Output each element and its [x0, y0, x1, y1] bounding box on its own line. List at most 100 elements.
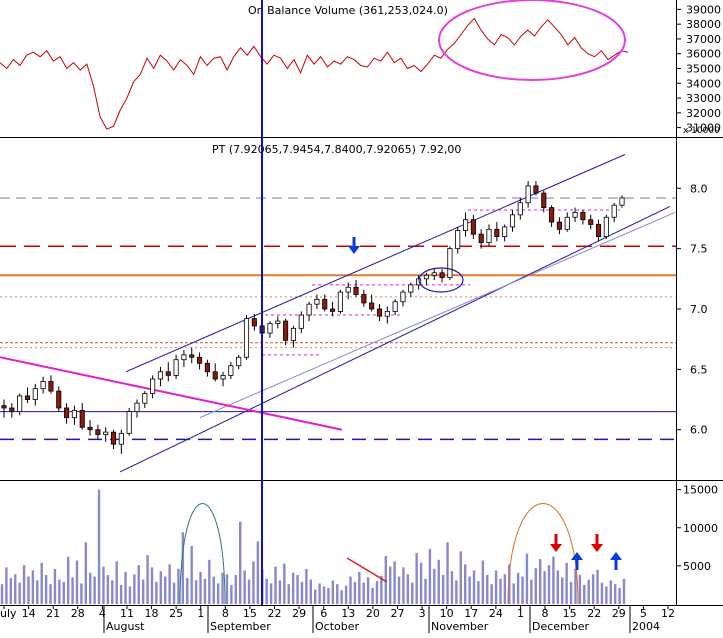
breakout-ellipse: [418, 267, 464, 293]
candle: [611, 204, 617, 218]
volume-bar: [208, 559, 211, 604]
candle: [322, 298, 328, 310]
x-tick-label: 29: [292, 607, 306, 620]
x-tick-label: 20: [366, 607, 380, 620]
candle: [502, 226, 508, 237]
candle: [251, 318, 257, 327]
volume-bar: [291, 572, 295, 604]
candle: [439, 272, 445, 279]
volume-bar: [574, 568, 577, 604]
x-month-label: September: [210, 620, 271, 633]
obv-tick-label: 39000: [686, 3, 721, 16]
obv-title: On Balance Volume (361,253,024.0): [248, 4, 448, 17]
x-tick-label: 1: [517, 607, 524, 620]
volume-bar: [155, 581, 158, 604]
x-tick-label: 12: [661, 607, 675, 620]
candle: [330, 308, 336, 312]
volume-bar: [556, 570, 560, 604]
candle: [533, 185, 539, 194]
candle: [462, 219, 469, 231]
volume-bar: [230, 584, 233, 604]
volume-bar: [102, 566, 105, 604]
x-tick-label: 28: [71, 607, 85, 620]
volume-bar: [433, 568, 436, 604]
volume-bar: [296, 575, 299, 604]
volume-bar: [75, 560, 79, 604]
volume-bar: [371, 587, 374, 604]
candle: [541, 192, 547, 209]
x-tick-label: uly: [0, 607, 17, 620]
volume-bar: [450, 571, 454, 604]
x-month-label: August: [106, 620, 145, 633]
x-tick-label: 4: [99, 607, 106, 620]
volume-bar: [216, 583, 220, 604]
candle: [290, 327, 296, 341]
volume-bar: [349, 576, 352, 604]
volume-bar: [137, 565, 140, 604]
volume-bar: [543, 571, 546, 604]
volume-bar: [150, 567, 154, 604]
volume-bar: [490, 584, 493, 604]
candle: [212, 371, 218, 380]
volume-bar: [49, 584, 52, 604]
volume-bar: [247, 579, 251, 604]
volume-bar: [569, 581, 573, 604]
x-tick-label: 11: [120, 607, 134, 620]
candle: [423, 274, 429, 280]
volume-bar: [278, 580, 282, 604]
channel-lower-line: [119, 205, 671, 473]
x-tick-label: 8: [222, 607, 229, 620]
volume-bar: [424, 578, 427, 604]
x-tick-label: 1: [197, 607, 204, 620]
volume-bar: [441, 575, 445, 604]
candle: [189, 354, 195, 358]
volume-bar: [314, 589, 317, 604]
obv-tick-label: 32000: [686, 107, 721, 120]
x-tick-label: 5: [640, 607, 647, 620]
volume-panel: 15000 10000 5000: [0, 484, 718, 605]
price-panel: 8.0 7.5 7.0 6.5 6.0: [0, 154, 708, 473]
candle: [314, 298, 320, 305]
x-tick-label: 10: [440, 607, 454, 620]
volume-bar: [53, 568, 57, 604]
volume-bar: [322, 586, 326, 604]
volume-bar: [14, 574, 17, 604]
volume-bar: [274, 566, 277, 604]
volume-bar: [508, 564, 511, 604]
x-tick-label: 6: [320, 607, 327, 620]
channel-mid-line: [199, 211, 676, 419]
x-tick-label: 22: [268, 607, 282, 620]
candle: [603, 216, 609, 237]
volume-bar: [534, 568, 537, 604]
volume-bar: [225, 574, 229, 604]
volume-arc-teal: [179, 503, 226, 605]
volume-bar: [128, 586, 132, 604]
candle: [306, 303, 312, 316]
volume-bar: [538, 559, 542, 604]
x-tick-label: 3: [419, 607, 426, 620]
candle: [509, 214, 516, 228]
x-month-label: November: [431, 620, 489, 633]
volume-bar: [561, 577, 564, 604]
x-month-label: 2004: [632, 620, 660, 633]
candle: [549, 207, 555, 223]
candle: [345, 286, 351, 293]
volume-bar: [419, 562, 423, 604]
volume-bar: [472, 570, 476, 604]
candle: [9, 407, 15, 413]
volume-bar: [243, 570, 246, 604]
candle: [126, 411, 132, 434]
volume-bar: [459, 551, 462, 604]
candle: [283, 320, 289, 341]
candle: [337, 291, 343, 312]
volume-bar: [331, 580, 335, 604]
volume-bar: [415, 552, 418, 604]
volume-bar: [411, 582, 414, 604]
volume-bar: [446, 542, 449, 604]
candle: [87, 426, 93, 431]
candle: [486, 228, 492, 244]
volume-bar: [344, 585, 348, 604]
volume-bar: [353, 581, 357, 604]
candle: [478, 233, 484, 244]
